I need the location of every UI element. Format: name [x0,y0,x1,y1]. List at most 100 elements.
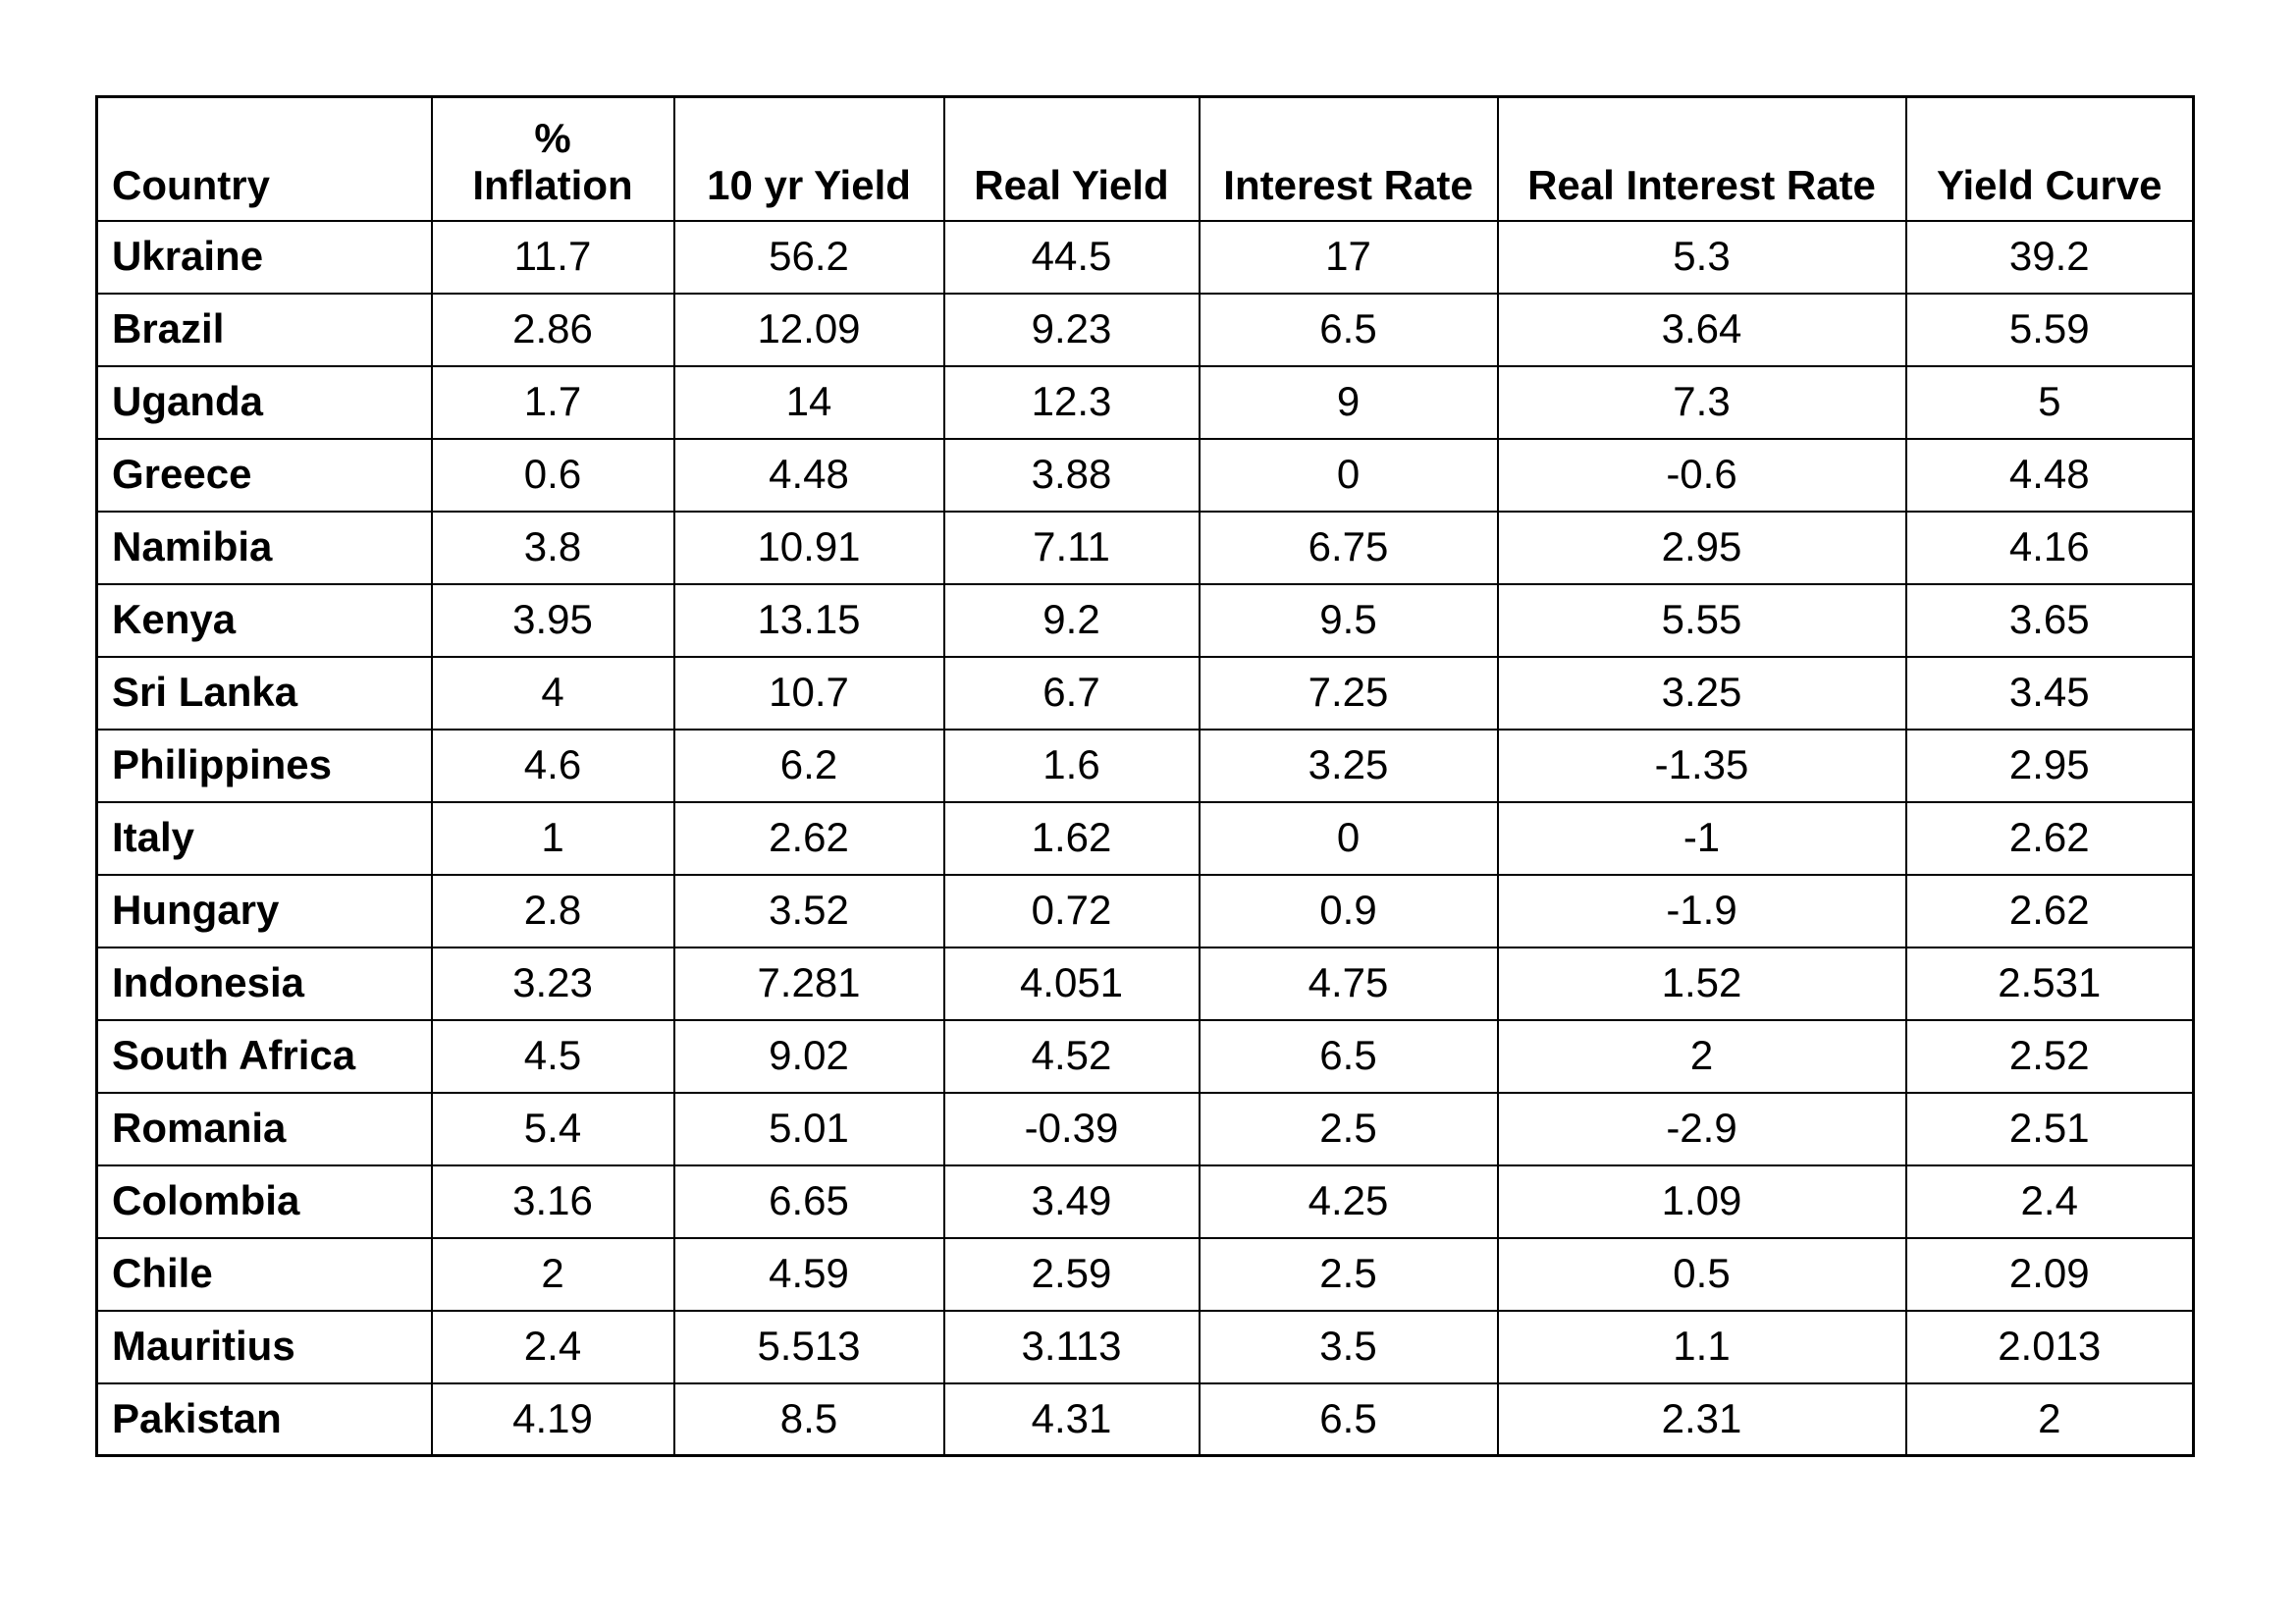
value-cell: 11.7 [430,219,675,295]
table-row: Indonesia 3.23 7.281 4.051 4.75 1.52 2.531 [95,946,2195,1021]
value-cell: 4.19 [430,1381,675,1457]
value-cell: -0.6 [1496,437,1907,513]
table-header-row: Country % Inflation 10 yr Yield Real Yie… [95,95,2195,222]
value-cell: 6.7 [942,655,1201,731]
value-cell: 39.2 [1904,219,2195,295]
value-cell: 2.62 [672,800,945,876]
value-cell: 5.3 [1496,219,1907,295]
value-cell: 4.6 [430,728,675,803]
value-cell: 12.09 [672,292,945,367]
value-cell: 4.31 [942,1381,1201,1457]
value-cell: 6.75 [1198,510,1499,585]
value-cell: 0.5 [1496,1236,1907,1312]
value-cell: 2.31 [1496,1381,1907,1457]
value-cell: 6.5 [1198,1018,1499,1094]
value-cell: 1.62 [942,800,1201,876]
value-cell: 4.52 [942,1018,1201,1094]
value-cell: 17 [1198,219,1499,295]
table-row: Mauritius 2.4 5.513 3.113 3.5 1.1 2.013 [95,1309,2195,1384]
header-inflation: % Inflation [430,95,675,222]
value-cell: 44.5 [942,219,1201,295]
value-cell: 3.45 [1904,655,2195,731]
value-cell: 0.72 [942,873,1201,948]
value-cell: 9.23 [942,292,1201,367]
value-cell: -1.35 [1496,728,1907,803]
value-cell: 5.55 [1496,582,1907,658]
table-row: Italy 1 2.62 1.62 0 -1 2.62 [95,800,2195,876]
value-cell: 13.15 [672,582,945,658]
value-cell: 1.6 [942,728,1201,803]
table-row: Kenya 3.95 13.15 9.2 9.5 5.55 3.65 [95,582,2195,658]
table-row: Uganda 1.7 14 12.3 9 7.3 5 [95,364,2195,440]
header-real-interest-rate: Real Interest Rate [1496,95,1907,222]
value-cell: 1.1 [1496,1309,1907,1384]
value-cell: 0.6 [430,437,675,513]
country-cell: Mauritius [95,1309,433,1384]
country-cell: Ukraine [95,219,433,295]
value-cell: 2 [1496,1018,1907,1094]
table-row: Namibia 3.8 10.91 7.11 6.75 2.95 4.16 [95,510,2195,585]
value-cell: 1.09 [1496,1164,1907,1239]
value-cell: -1.9 [1496,873,1907,948]
header-10yr-yield: 10 yr Yield [672,95,945,222]
value-cell: 0.9 [1198,873,1499,948]
value-cell: 4.48 [672,437,945,513]
table-row: Philippines 4.6 6.2 1.6 3.25 -1.35 2.95 [95,728,2195,803]
value-cell: 4.59 [672,1236,945,1312]
value-cell: 2.51 [1904,1091,2195,1166]
value-cell: 4.051 [942,946,1201,1021]
table-row: Hungary 2.8 3.52 0.72 0.9 -1.9 2.62 [95,873,2195,948]
value-cell: 6.2 [672,728,945,803]
value-cell: 7.25 [1198,655,1499,731]
table-row: Brazil 2.86 12.09 9.23 6.5 3.64 5.59 [95,292,2195,367]
header-yield-curve: Yield Curve [1904,95,2195,222]
table-row: Sri Lanka 4 10.7 6.7 7.25 3.25 3.45 [95,655,2195,731]
header-real-yield: Real Yield [942,95,1201,222]
country-cell: Colombia [95,1164,433,1239]
value-cell: 2.95 [1496,510,1907,585]
country-cell: Greece [95,437,433,513]
value-cell: 4.48 [1904,437,2195,513]
value-cell: 2.013 [1904,1309,2195,1384]
value-cell: 56.2 [672,219,945,295]
value-cell: 6.5 [1198,1381,1499,1457]
table-body: Ukraine 11.7 56.2 44.5 17 5.3 39.2 Brazil 2.86 12… [95,219,2195,1457]
value-cell: 2.95 [1904,728,2195,803]
value-cell: 3.113 [942,1309,1201,1384]
country-cell: Indonesia [95,946,433,1021]
value-cell: 4.5 [430,1018,675,1094]
value-cell: 8.5 [672,1381,945,1457]
value-cell: 2.5 [1198,1091,1499,1166]
country-cell: Namibia [95,510,433,585]
value-cell: 2.62 [1904,873,2195,948]
country-cell: Uganda [95,364,433,440]
value-cell: 2 [430,1236,675,1312]
value-cell: 4 [430,655,675,731]
value-cell: 6.65 [672,1164,945,1239]
value-cell: 7.11 [942,510,1201,585]
value-cell: -1 [1496,800,1907,876]
value-cell: 3.64 [1496,292,1907,367]
value-cell: 12.3 [942,364,1201,440]
value-cell: 9.02 [672,1018,945,1094]
table-row: Pakistan 4.19 8.5 4.31 6.5 2.31 2 [95,1381,2195,1457]
value-cell: 3.8 [430,510,675,585]
value-cell: 2.59 [942,1236,1201,1312]
value-cell: 9 [1198,364,1499,440]
table-row: South Africa 4.5 9.02 4.52 6.5 2 2.52 [95,1018,2195,1094]
value-cell: 4.25 [1198,1164,1499,1239]
rates-table: Country % Inflation 10 yr Yield Real Yie… [95,95,2195,1457]
value-cell: 1 [430,800,675,876]
value-cell: 9.2 [942,582,1201,658]
value-cell: 3.16 [430,1164,675,1239]
value-cell: 0 [1198,437,1499,513]
header-interest-rate: Interest Rate [1198,95,1499,222]
value-cell: 3.88 [942,437,1201,513]
value-cell: 0 [1198,800,1499,876]
value-cell: 3.23 [430,946,675,1021]
value-cell: -0.39 [942,1091,1201,1166]
value-cell: 2.8 [430,873,675,948]
country-cell: Pakistan [95,1381,433,1457]
value-cell: 5 [1904,364,2195,440]
